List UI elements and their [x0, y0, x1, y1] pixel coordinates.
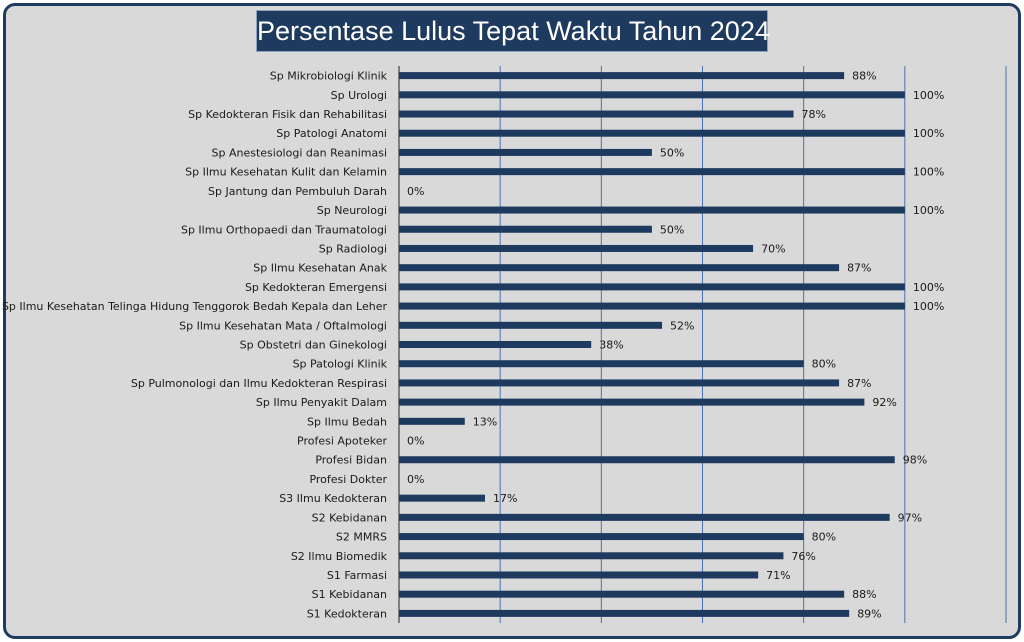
- category-labels: Sp Mikrobiologi Klinik Sp Urologi Sp Kedok…: [2, 70, 388, 621]
- bar: [399, 168, 905, 176]
- value-label: 100%: [913, 204, 944, 217]
- bar: [399, 590, 845, 598]
- chart-frame: [3, 3, 1021, 639]
- category-label: S1 Kebidanan: [312, 588, 387, 601]
- category-label: Sp Neurologi: [317, 204, 387, 217]
- bar: [399, 302, 905, 310]
- bar: [399, 72, 845, 80]
- bar: [399, 456, 895, 464]
- category-label: S1 Farmasi: [327, 569, 387, 582]
- value-label: 70%: [761, 242, 785, 255]
- chart-title: Persentase Lulus Tepat Waktu Tahun 2024: [256, 10, 770, 52]
- category-label: Sp Ilmu Kesehatan Kulit dan Kelamin: [185, 166, 387, 179]
- category-label: Sp Mikrobiologi Klinik: [270, 70, 388, 83]
- bar: [399, 379, 840, 387]
- category-label: Sp Kedokteran Fisik dan Rehabilitasi: [188, 108, 387, 121]
- category-label: S2 Kebidanan: [312, 511, 387, 524]
- category-label: S2 Ilmu Biomedik: [291, 550, 388, 563]
- bar: [399, 552, 784, 560]
- value-label: 17%: [493, 492, 517, 505]
- value-label: 92%: [872, 396, 896, 409]
- value-label: 88%: [852, 70, 876, 83]
- category-label: Sp Patologi Klinik: [293, 358, 388, 371]
- value-label: 0%: [407, 473, 424, 486]
- value-label: 87%: [847, 262, 871, 275]
- bar: [399, 321, 663, 329]
- value-label: 100%: [913, 300, 944, 313]
- bar: [399, 360, 804, 368]
- value-label: 50%: [660, 146, 684, 159]
- bar: [399, 341, 592, 348]
- category-label: Sp Ilmu Penyakit Dalam: [256, 396, 387, 409]
- value-labels: 88% 100% 78% 100% 50% 100% 0% 100% 50% 70% 87% 100%…: [407, 70, 944, 621]
- category-label: Sp Kedokteran Emergensi: [245, 281, 387, 294]
- value-label: 78%: [802, 108, 826, 121]
- bar: [399, 609, 850, 617]
- bar: [399, 91, 905, 99]
- category-label: Sp Anestesiologi dan Reanimasi: [212, 146, 388, 159]
- bar: [399, 148, 652, 156]
- value-label: 100%: [913, 127, 944, 140]
- category-label: S2 MMRS: [336, 531, 387, 544]
- bar: [399, 571, 759, 579]
- category-label: Profesi Apoteker: [297, 435, 387, 448]
- value-label: 0%: [407, 435, 424, 448]
- category-label: S3 Ilmu Kedokteran: [279, 492, 387, 505]
- bar: [399, 244, 754, 252]
- bar: [399, 225, 652, 233]
- category-label: Profesi Dokter: [309, 473, 387, 486]
- bar: [399, 533, 804, 541]
- value-label: 100%: [913, 281, 944, 294]
- category-label: Sp Ilmu Kesehatan Anak: [253, 262, 387, 275]
- bar: [399, 494, 485, 502]
- value-label: 80%: [812, 531, 836, 544]
- category-label: S1 Kedokteran: [307, 607, 387, 620]
- value-label: 71%: [766, 569, 790, 582]
- category-label: Sp Pulmonologi dan Ilmu Kedokteran Respi…: [131, 377, 387, 390]
- value-label: 13%: [473, 415, 497, 428]
- bar: [399, 398, 865, 406]
- bar: [399, 283, 905, 291]
- category-label: Sp Jantung dan Pembuluh Darah: [208, 185, 387, 198]
- category-label: Sp Radiologi: [319, 242, 387, 255]
- value-label: 89%: [857, 607, 881, 620]
- category-label: Sp Urologi: [331, 89, 387, 102]
- value-label: 100%: [913, 166, 944, 179]
- value-label: 87%: [847, 377, 871, 390]
- value-label: 52%: [670, 319, 694, 332]
- category-label: Profesi Bidan: [315, 454, 387, 467]
- category-label: Sp Ilmu Orthopaedi dan Traumatologi: [181, 223, 387, 236]
- category-label: Sp Ilmu Bedah: [307, 415, 387, 428]
- value-label: 97%: [898, 511, 922, 524]
- bar: [399, 513, 890, 521]
- bar: [399, 110, 794, 118]
- category-label: Sp Obstetri dan Ginekologi: [240, 339, 387, 352]
- value-label: 98%: [903, 454, 927, 467]
- category-label: Sp Ilmu Kesehatan Mata / Oftalmologi: [179, 319, 387, 332]
- value-label: 0%: [407, 185, 424, 198]
- bar: [399, 129, 905, 137]
- bar: [399, 206, 905, 214]
- value-label: 50%: [660, 223, 684, 236]
- value-label: 80%: [812, 358, 836, 371]
- value-label: 38%: [599, 339, 623, 352]
- value-label: 100%: [913, 89, 944, 102]
- bar: [399, 264, 840, 272]
- category-label: Sp Ilmu Kesehatan Telinga Hidung Tenggor…: [2, 300, 388, 313]
- bars: [399, 72, 905, 617]
- category-label: Sp Patologi Anatomi: [276, 127, 387, 140]
- value-label: 76%: [791, 550, 815, 563]
- bar: [399, 417, 465, 425]
- value-label: 88%: [852, 588, 876, 601]
